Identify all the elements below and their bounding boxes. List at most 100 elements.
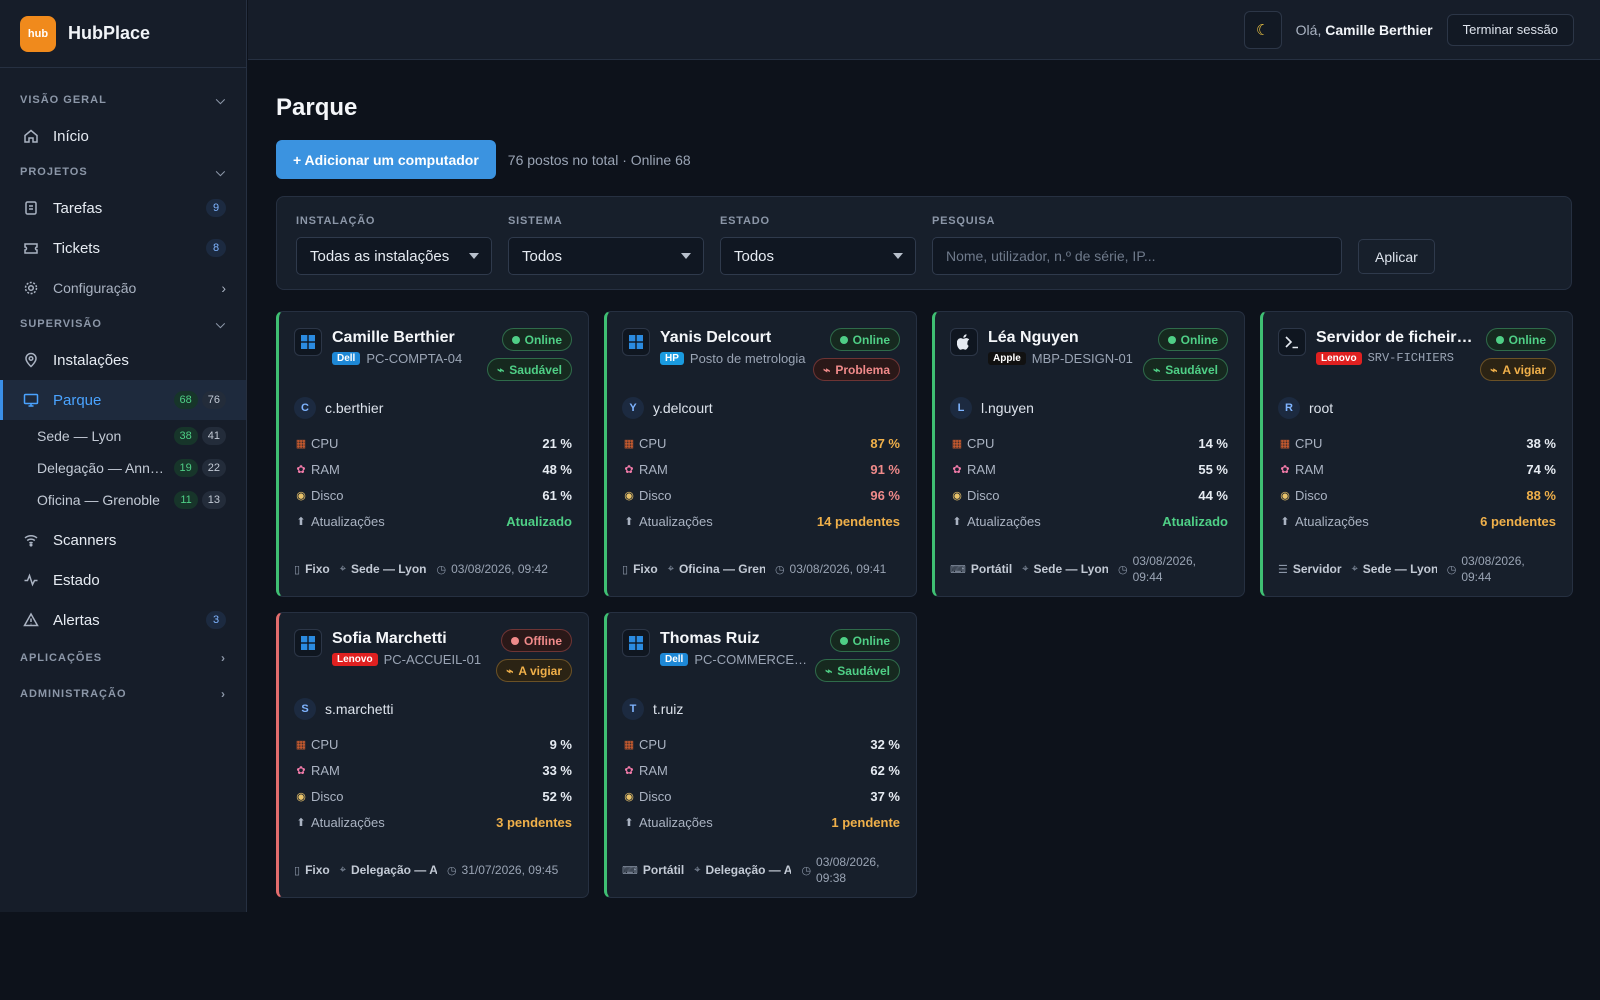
machine-subtitle: HP Posto de metrologia xyxy=(660,351,807,366)
last-seen: 03/08/2026, 09:44 xyxy=(1461,554,1525,584)
health-ok-icon: ⌁ xyxy=(825,663,833,678)
metric-disk: ◉ Disco 96 % xyxy=(622,482,900,508)
machines-grid: Camille Berthier Dell PC-COMPTA-04 Onlin… xyxy=(276,311,1573,898)
add-computer-button[interactable]: + Adicionar um computador xyxy=(276,140,496,179)
last-seen: 03/08/2026, 09:44 xyxy=(1132,554,1196,584)
metric-cpu: ▦ CPU 9 % xyxy=(294,731,572,757)
cpu-icon: ▦ xyxy=(295,437,307,450)
sidebar-subitem-site[interactable]: Delegação — Annecy 19 22 xyxy=(0,452,246,484)
machine-name[interactable]: Sofia Marchetti xyxy=(332,630,447,647)
device-type: Fixo xyxy=(633,562,658,576)
machine-user: Y y.delcourt xyxy=(622,396,900,420)
home-icon xyxy=(22,127,40,145)
location-pin-icon xyxy=(22,351,40,369)
machine-card[interactable]: Camille Berthier Dell PC-COMPTA-04 Onlin… xyxy=(276,311,589,597)
health-ok-icon: ⌁ xyxy=(497,362,505,377)
system-select[interactable]: Todos xyxy=(508,237,704,275)
sidebar-item-scanners[interactable]: Scanners xyxy=(0,520,246,560)
apply-button[interactable]: Aplicar xyxy=(1358,239,1435,274)
machine-name[interactable]: Yanis Delcourt xyxy=(660,329,772,346)
metric-updates: ⬆ Atualizações 6 pendentes xyxy=(1278,508,1556,534)
metric-name: CPU xyxy=(639,736,667,752)
machine-card[interactable]: Thomas Ruiz Dell PC-COMMERCE-02 Online ⌁… xyxy=(604,612,917,898)
metric-label: ◉ Disco xyxy=(1278,488,1327,503)
metric-cpu: ▦ CPU 32 % xyxy=(622,731,900,757)
machine-name[interactable]: Camille Berthier xyxy=(332,329,455,346)
health-problem-icon: ⌁ xyxy=(823,362,831,377)
cpu-icon: ▦ xyxy=(623,738,635,751)
status-dot-icon xyxy=(1167,335,1176,344)
disk-icon: ◉ xyxy=(952,489,962,502)
card-titles: Yanis Delcourt HP Posto de metrologia xyxy=(660,328,807,392)
metric-label: ✿ RAM xyxy=(622,462,668,477)
chevron-right-icon: › xyxy=(221,651,226,665)
sidebar-item-installations[interactable]: Instalações xyxy=(0,340,246,380)
metric-name: Atualizações xyxy=(639,513,713,529)
machine-card[interactable]: Servidor de ficheiros Lenovo SRV-FICHIER… xyxy=(1260,311,1573,597)
cpu-value: 9 % xyxy=(549,736,572,752)
section-supervision[interactable]: SUPERVISÃO ⌵ xyxy=(0,308,246,340)
username: t.ruiz xyxy=(653,701,684,717)
cpu-value: 21 % xyxy=(542,435,572,451)
sidebar-item-configuration[interactable]: Configuração › xyxy=(0,268,246,308)
installation-select[interactable]: Todas as instalações xyxy=(296,237,492,275)
sidebar-subitem-site[interactable]: Oficina — Grenoble 11 13 xyxy=(0,484,246,516)
section-applications[interactable]: APLICAÇÕES › xyxy=(0,642,246,674)
search-input[interactable] xyxy=(932,237,1342,275)
caret-down-icon xyxy=(681,253,691,259)
cpu-value: 87 % xyxy=(870,435,900,451)
metric-updates: ⬆ Atualizações Atualizado xyxy=(950,508,1228,534)
card-footer: ▯ Fixo ⌖ Oficina — Grenoble ◷ 03/08/2026… xyxy=(622,542,900,596)
updates-value: 6 pendentes xyxy=(1480,513,1556,529)
metrics: ▦ CPU 21 % ✿ RAM 48 % ◉ Disco 61 % ⬆ Atualizaçõ… xyxy=(294,430,572,534)
ram-value: 48 % xyxy=(542,461,572,477)
metric-name: CPU xyxy=(1295,435,1323,451)
machine-user: T t.ruiz xyxy=(622,697,900,721)
machine-card[interactable]: Léa Nguyen Apple MBP-DESIGN-01 Online ⌁ S… xyxy=(932,311,1245,597)
card-titles: Thomas Ruiz Dell PC-COMMERCE-02 xyxy=(660,629,809,693)
section-projects[interactable]: PROJETOS ⌵ xyxy=(0,156,246,188)
health-text: Saudável xyxy=(1165,362,1218,377)
metric-name: RAM xyxy=(639,762,668,778)
metric-name: Atualizações xyxy=(639,814,713,830)
sidebar-item-home[interactable]: Início xyxy=(0,116,246,156)
sidebar-item-tasks[interactable]: Tarefas 9 xyxy=(0,188,246,228)
brand[interactable]: hub HubPlace xyxy=(0,0,246,68)
metric-updates: ⬆ Atualizações Atualizado xyxy=(294,508,572,534)
sidebar-item-alerts[interactable]: Alertas 3 xyxy=(0,600,246,640)
windows-icon xyxy=(622,629,650,657)
sidebar-subitem-site[interactable]: Sede — Lyon 38 41 xyxy=(0,420,246,452)
logout-button[interactable]: Terminar sessão xyxy=(1446,13,1574,46)
sidebar-item-parque[interactable]: Parque 68 76 xyxy=(0,380,246,420)
card-header: Léa Nguyen Apple MBP-DESIGN-01 Online ⌁ S… xyxy=(950,328,1228,392)
machine-name[interactable]: Léa Nguyen xyxy=(988,329,1079,346)
machine-card[interactable]: Sofia Marchetti Lenovo PC-ACCUEIL-01 Off… xyxy=(276,612,589,898)
state-select[interactable]: Todos xyxy=(720,237,916,275)
location-pin-icon: ⌖ xyxy=(1022,562,1029,575)
card-header: Thomas Ruiz Dell PC-COMMERCE-02 Online ⌁… xyxy=(622,629,900,693)
activity-icon xyxy=(22,571,40,589)
actions-bar: + Adicionar um computador 76 postos no t… xyxy=(276,140,1572,179)
metric-updates: ⬆ Atualizações 3 pendentes xyxy=(294,809,572,835)
ticket-icon xyxy=(22,239,40,257)
metric-label: ◉ Disco xyxy=(294,488,343,503)
status-text: Online xyxy=(1508,332,1546,347)
machine-name[interactable]: Thomas Ruiz xyxy=(660,630,760,647)
machine-card[interactable]: Yanis Delcourt HP Posto de metrologia On… xyxy=(604,311,917,597)
card-header: Yanis Delcourt HP Posto de metrologia On… xyxy=(622,328,900,392)
sidebar-item-label: Configuração xyxy=(53,280,137,296)
machine-name[interactable]: Servidor de ficheiros xyxy=(1316,329,1475,346)
clock-icon: ◷ xyxy=(774,563,785,576)
metric-label: ⬆ Atualizações xyxy=(950,514,1040,529)
hostname: PC-COMMERCE-02 xyxy=(694,652,810,667)
section-overview[interactable]: VISÃO GERAL ⌵ xyxy=(0,84,246,116)
sidebar-item-tickets[interactable]: Tickets 8 xyxy=(0,228,246,268)
brand-tag: HP xyxy=(660,352,684,365)
monitor-icon xyxy=(22,391,40,409)
clock-icon: ◷ xyxy=(1446,563,1457,576)
section-administration[interactable]: ADMINISTRAÇÃO › xyxy=(0,678,246,710)
status-badge: Online xyxy=(1157,328,1228,351)
brand-tag: Lenovo xyxy=(332,653,378,666)
theme-toggle-button[interactable]: ☾ xyxy=(1243,10,1282,49)
sidebar-item-status[interactable]: Estado xyxy=(0,560,246,600)
